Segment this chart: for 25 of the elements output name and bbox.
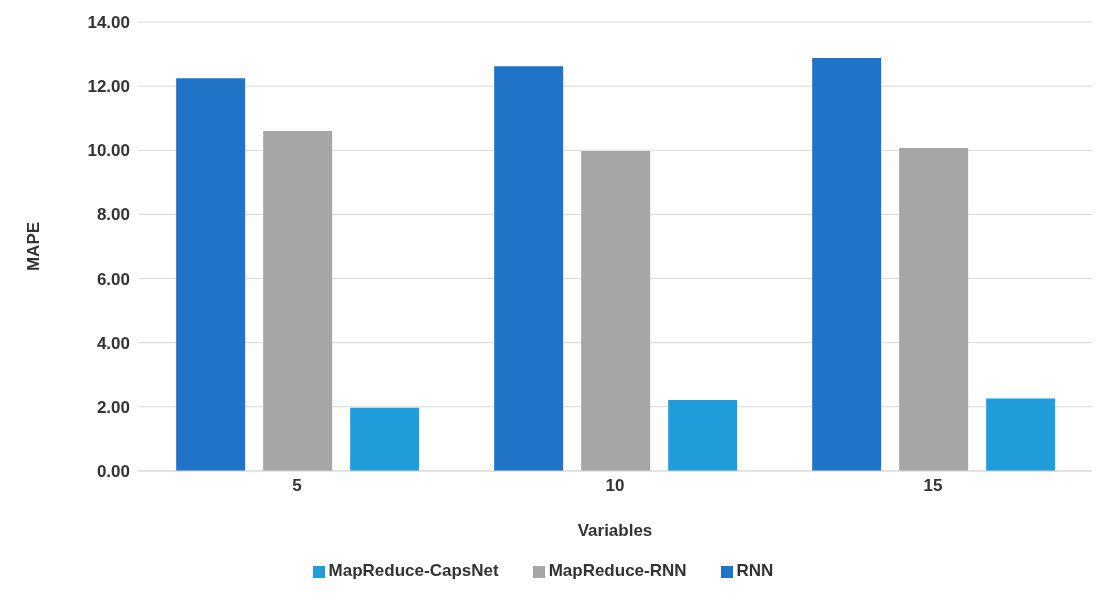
bar: [350, 407, 420, 471]
y-tick-label: 12.00: [87, 77, 130, 97]
y-axis-title: MAPE: [24, 221, 44, 272]
bar: [494, 66, 564, 471]
bar: [581, 150, 651, 471]
y-tick-label: 8.00: [96, 205, 130, 225]
y-tick-label: 0.00: [96, 462, 130, 482]
x-tick-label: 5: [292, 476, 302, 496]
x-tick-label: 10: [605, 476, 625, 496]
y-tick-label: 2.00: [96, 397, 130, 417]
bar: [668, 400, 738, 471]
y-tick-label: 10.00: [87, 141, 130, 161]
bar: [176, 78, 246, 471]
bar: [986, 398, 1056, 471]
bar: [899, 148, 969, 471]
legend-label: MapReduce-CapsNet: [328, 561, 499, 580]
bar: [263, 131, 333, 471]
legend-label: RNN: [736, 561, 774, 580]
legend-label: MapReduce-RNN: [548, 561, 687, 580]
y-tick-label: 4.00: [96, 333, 130, 353]
x-axis-title: Variables: [577, 521, 653, 540]
x-tick-label: 15: [923, 476, 943, 496]
y-tick-label: 6.00: [96, 269, 130, 289]
y-tick-label: 14.00: [87, 13, 130, 33]
bar: [812, 57, 882, 471]
